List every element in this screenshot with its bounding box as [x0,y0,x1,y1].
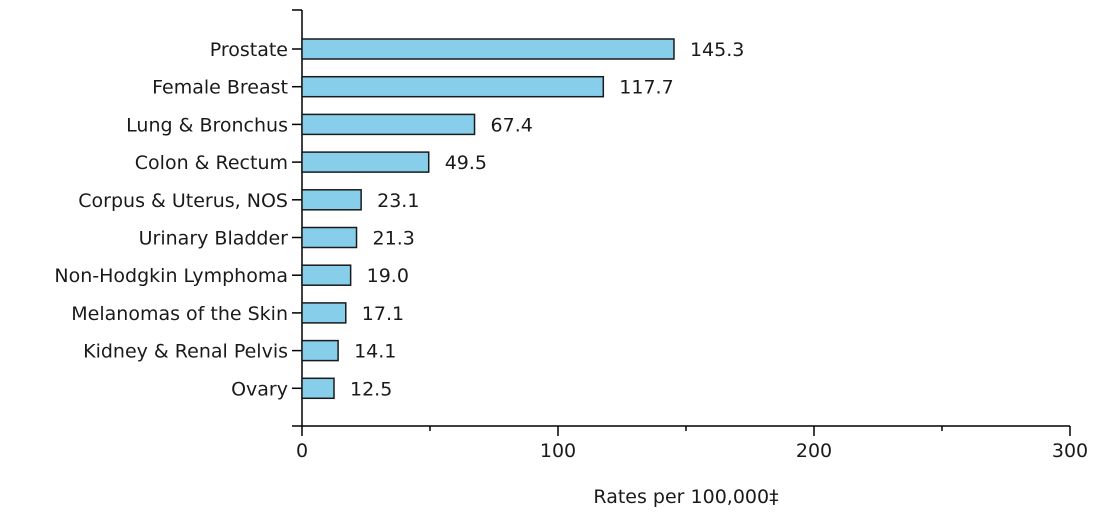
value-label: 117.7 [619,77,673,99]
category-label: Urinary Bladder [139,228,289,250]
value-label: 12.5 [350,378,392,400]
category-label: Colon & Rectum [135,152,288,174]
bar [301,151,430,173]
value-label: 23.1 [377,190,419,212]
bar [301,75,605,98]
x-tick-label: 200 [796,440,832,462]
value-label: 49.5 [445,152,487,174]
bar [301,302,347,324]
bar [301,339,339,362]
x-tick-label: 300 [1052,440,1088,462]
value-label: 145.3 [690,39,744,61]
category-label: Lung & Bronchus [126,114,288,136]
bar [301,264,352,286]
x-tick-label: 0 [296,440,308,462]
bar [301,377,335,400]
category-label: Non-Hodgkin Lymphoma [54,265,288,287]
x-axis-title: Rates per 100,000‡ [593,486,778,508]
chart-labels: Prostate 145.3 Female Breast 117.7 Lung & Br… [54,39,744,400]
category-label: Ovary [231,378,288,400]
category-label: Kidney & Renal Pelvis [83,341,288,363]
chart-axes: 0 100 200 300 [292,9,1088,462]
bar [301,226,358,249]
value-label: 21.3 [373,228,415,250]
category-label: Prostate [210,39,288,61]
value-label: 17.1 [362,303,404,325]
category-label: Female Breast [152,77,288,99]
value-label: 14.1 [354,341,396,363]
bar [301,189,362,211]
bar [301,113,476,136]
category-label: Melanomas of the Skin [71,303,288,325]
category-label: Corpus & Uterus, NOS [78,190,288,212]
chart-bars [301,38,675,400]
x-tick-label: 100 [540,440,576,462]
bar [301,38,675,60]
value-label: 67.4 [491,114,533,136]
value-label: 19.0 [367,265,409,287]
